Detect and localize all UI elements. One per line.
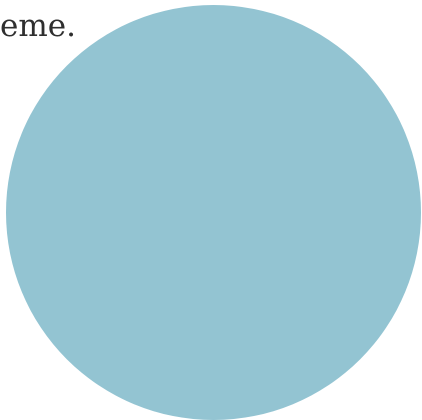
text-fragment: eme. [0,8,76,44]
circle-shape-icon [6,5,421,420]
